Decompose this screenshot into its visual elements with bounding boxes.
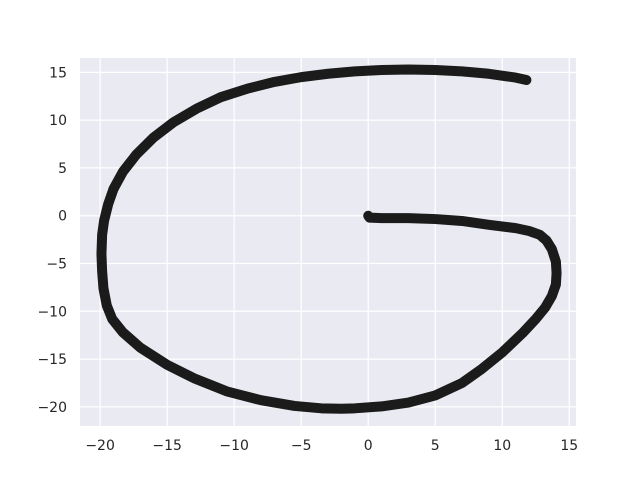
- grid-lines: [80, 58, 576, 426]
- x-tick-label: −15: [152, 438, 182, 454]
- x-tick-labels: −20 −15 −10 −5 0 5 10 15: [85, 438, 578, 454]
- x-tick-label: 10: [493, 438, 511, 454]
- data-series: [96, 64, 562, 414]
- x-tick-label: 15: [560, 438, 578, 454]
- x-tick-label: −20: [85, 438, 115, 454]
- x-tick-label: −10: [219, 438, 249, 454]
- y-tick-label: −15: [37, 352, 67, 368]
- x-tick-label: −5: [291, 438, 312, 454]
- plot-background: [80, 58, 576, 426]
- y-tick-label: 0: [58, 209, 67, 225]
- y-tick-label: 15: [49, 65, 67, 81]
- y-tick-label: 5: [58, 161, 67, 177]
- x-tick-label: 0: [364, 438, 373, 454]
- y-tick-label: 10: [49, 113, 67, 129]
- y-tick-label: −20: [37, 400, 67, 416]
- y-tick-label: −10: [37, 304, 67, 320]
- y-tick-labels: −20 −15 −10 −5 0 5 10 15: [37, 65, 67, 416]
- x-tick-label: 5: [431, 438, 440, 454]
- y-tick-label: −5: [46, 257, 67, 273]
- series-line-0: [96, 64, 562, 414]
